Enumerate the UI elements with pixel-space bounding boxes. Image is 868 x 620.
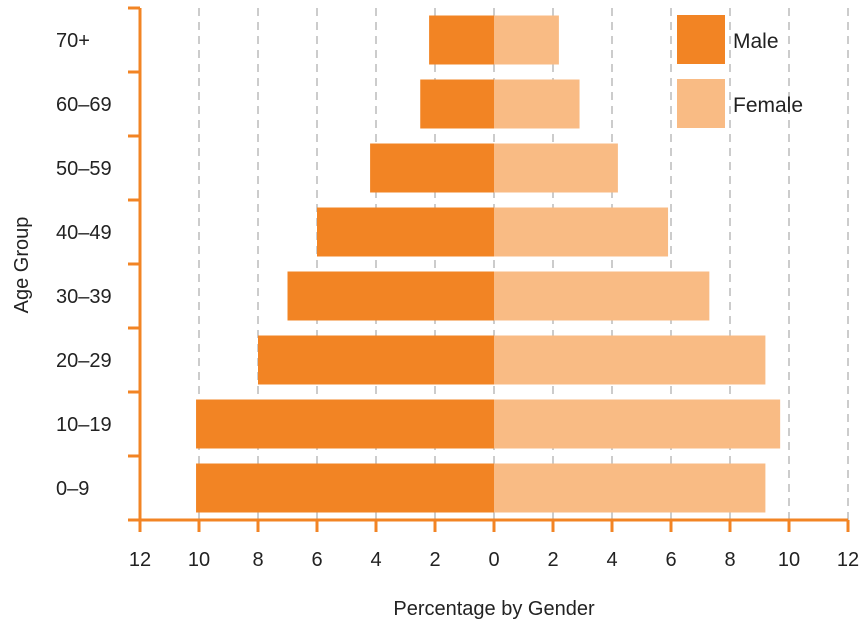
bar-male-0–9 <box>196 463 495 513</box>
legend-swatch-male <box>677 15 725 64</box>
bar-male-50–59 <box>370 143 494 193</box>
x-tick-label-12: 12 <box>837 549 859 571</box>
bar-female-30–39 <box>494 271 710 321</box>
bar-male-60–69 <box>420 79 494 129</box>
x-tick-labels: 12 10 8 6 4 2 0 2 4 6 8 10 12 <box>129 549 859 571</box>
legend-swatch-female <box>677 79 725 128</box>
x-tick-label-5: 2 <box>429 549 440 571</box>
y-category-labels: 0–9 10–19 20–29 30–39 40–49 50–59 60–69 70+ <box>56 30 112 500</box>
x-tick-label-10: 8 <box>724 549 735 571</box>
x-tick-label-7: 2 <box>547 549 558 571</box>
legend: Male Female <box>677 15 803 128</box>
x-axis-title: Percentage by Gender <box>393 598 595 620</box>
category-label-3: 30–39 <box>56 286 112 308</box>
x-tick-label-6: 0 <box>488 549 499 571</box>
bar-male-10–19 <box>196 399 495 449</box>
category-label-4: 40–49 <box>56 222 112 244</box>
x-tick-label-11: 10 <box>778 549 800 571</box>
x-tick-label-4: 4 <box>370 549 381 571</box>
bar-male-20–29 <box>258 335 494 385</box>
bar-male-70+ <box>429 15 494 65</box>
bar-female-40–49 <box>494 207 669 257</box>
category-label-5: 50–59 <box>56 158 112 180</box>
x-tick-label-2: 8 <box>252 549 263 571</box>
bar-female-50–59 <box>494 143 618 193</box>
legend-label-male: Male <box>733 30 779 53</box>
axes <box>128 6 850 532</box>
category-label-7: 70+ <box>56 30 90 52</box>
bar-female-70+ <box>494 15 559 65</box>
bar-male-30–39 <box>287 271 494 321</box>
bar-female-60–69 <box>494 79 580 129</box>
category-label-2: 20–29 <box>56 350 112 372</box>
bars <box>196 15 781 513</box>
x-tick-label-0: 12 <box>129 549 151 571</box>
bar-female-20–29 <box>494 335 766 385</box>
x-tick-label-8: 4 <box>606 549 617 571</box>
x-tick-label-1: 10 <box>188 549 210 571</box>
bar-male-40–49 <box>317 207 494 257</box>
category-label-6: 60–69 <box>56 94 112 116</box>
x-tick-label-3: 6 <box>311 549 322 571</box>
category-label-1: 10–19 <box>56 414 112 436</box>
bar-female-0–9 <box>494 463 766 513</box>
x-tick-label-9: 6 <box>665 549 676 571</box>
bar-female-10–19 <box>494 399 781 449</box>
y-axis-title: Age Group <box>11 217 33 314</box>
category-label-0: 0–9 <box>56 478 89 500</box>
legend-label-female: Female <box>733 94 803 117</box>
